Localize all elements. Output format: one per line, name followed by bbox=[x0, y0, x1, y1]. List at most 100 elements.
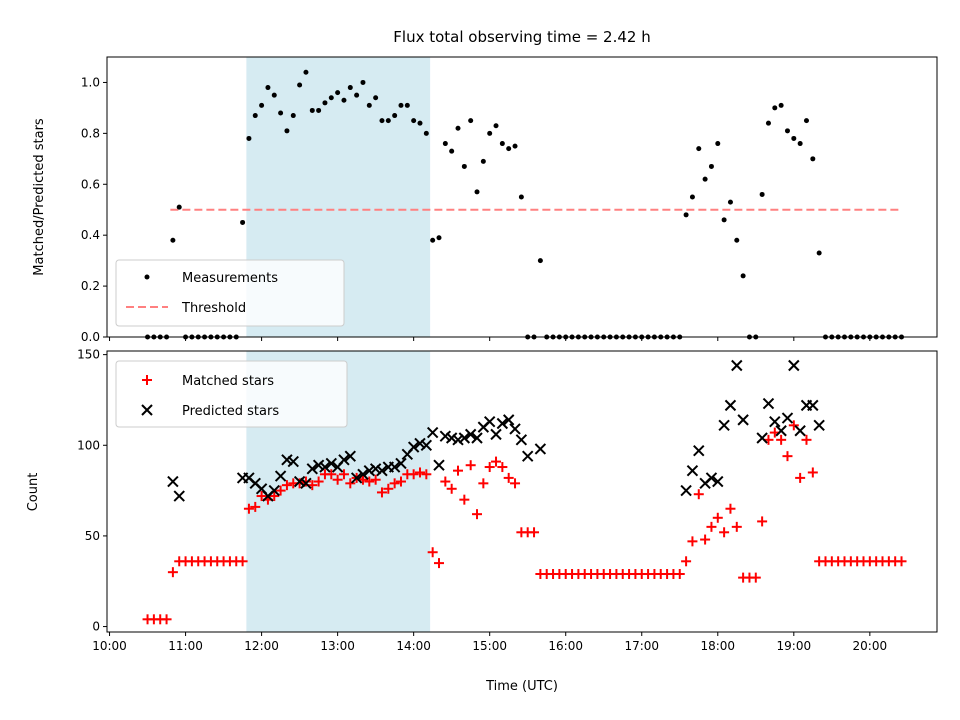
matched-star-point bbox=[782, 451, 793, 462]
matched-star-point bbox=[440, 476, 451, 487]
top-y-axis: 0.0 0.2 0.4 0.6 0.8 1.0 bbox=[81, 75, 107, 344]
measurement-point bbox=[366, 102, 372, 108]
measurement-point bbox=[265, 85, 271, 91]
measurement-point bbox=[759, 191, 765, 197]
predicted-star-point bbox=[167, 475, 179, 488]
measurement-point bbox=[765, 120, 771, 126]
y-tick-label: 150 bbox=[77, 348, 100, 362]
x-tick-label: 11:00 bbox=[168, 639, 203, 653]
predicted-star-point bbox=[712, 475, 724, 488]
x-tick-label: 10:00 bbox=[92, 639, 127, 653]
measurement-point bbox=[411, 118, 417, 124]
predicted-star-point bbox=[731, 359, 743, 372]
measurement-point bbox=[683, 212, 689, 218]
y-tick-label: 0.8 bbox=[81, 126, 100, 140]
matched-star-point bbox=[484, 462, 495, 473]
measurement-point bbox=[436, 235, 442, 241]
measurement-point bbox=[810, 156, 816, 162]
predicted-star-point bbox=[439, 430, 452, 442]
predicted-star-point bbox=[319, 461, 331, 473]
measurement-point bbox=[696, 146, 702, 152]
matched-star-point bbox=[383, 483, 394, 494]
measurement-point bbox=[791, 135, 797, 141]
matched-star-point bbox=[725, 503, 736, 514]
y-tick-label: 0.0 bbox=[81, 330, 100, 344]
matched-star-point bbox=[427, 547, 438, 558]
predicted-star-point bbox=[534, 443, 547, 455]
measurement-point bbox=[398, 102, 404, 108]
y-tick-label: 0.4 bbox=[81, 228, 100, 242]
matched-star-point bbox=[300, 476, 311, 487]
legend-matched-marker bbox=[142, 375, 152, 385]
matched-star-point bbox=[370, 474, 381, 485]
matched-star-point bbox=[395, 476, 406, 487]
measurement-point bbox=[373, 95, 379, 101]
matched-star-point bbox=[250, 501, 261, 512]
measurement-point bbox=[417, 120, 423, 126]
predicted-star-point bbox=[521, 450, 534, 462]
matched-star-point bbox=[281, 480, 292, 491]
top-y-axis-label: Matched/Predicted stars bbox=[32, 118, 47, 276]
measurement-point bbox=[499, 141, 505, 147]
matched-star-point bbox=[408, 469, 419, 480]
matched-star-point bbox=[161, 614, 172, 625]
measurement-point bbox=[480, 158, 486, 164]
predicted-star-point bbox=[807, 399, 819, 412]
top-panel: 0.0 0.2 0.4 0.6 0.8 1.0 Matched/Predicted sta… bbox=[32, 56, 938, 344]
predicted-star-point bbox=[363, 464, 376, 477]
matched-star-point bbox=[712, 512, 723, 523]
predicted-star-point bbox=[686, 464, 699, 477]
predicted-star-point bbox=[515, 434, 528, 446]
predicted-star-point bbox=[173, 490, 185, 502]
matched-star-point bbox=[795, 472, 806, 483]
x-tick-label: 13:00 bbox=[320, 639, 355, 653]
matched-star-point bbox=[491, 456, 502, 467]
legend-predicted-label: Predicted stars bbox=[182, 404, 279, 419]
x-tick-label: 20:00 bbox=[853, 639, 888, 653]
measurement-point bbox=[512, 143, 518, 149]
matched-star-point bbox=[776, 434, 787, 445]
matched-star-point bbox=[421, 469, 432, 480]
predicted-star-point bbox=[496, 417, 509, 430]
x-tick-label: 17:00 bbox=[624, 639, 659, 653]
matched-star-point bbox=[788, 420, 799, 431]
matched-star-point bbox=[446, 483, 457, 494]
x-tick-label: 12:00 bbox=[244, 639, 279, 653]
predicted-star-point bbox=[369, 463, 382, 475]
measurement-point bbox=[316, 107, 322, 113]
predicted-star-point bbox=[274, 470, 287, 482]
legend-predicted-glyph bbox=[141, 404, 153, 416]
matched-star-point bbox=[167, 567, 178, 578]
predicted-star-point bbox=[281, 454, 293, 466]
predicted-star-point bbox=[344, 450, 357, 462]
predicted-star-point bbox=[705, 472, 718, 484]
measurement-point bbox=[721, 217, 727, 223]
x-tick-label: 19:00 bbox=[777, 639, 812, 653]
measurement-point bbox=[252, 113, 258, 119]
predicted-star-point bbox=[306, 463, 318, 475]
chart-title: Flux total observing time = 2.42 h bbox=[393, 28, 650, 46]
matched-star-point bbox=[275, 485, 286, 496]
top-legend-box bbox=[115, 259, 345, 327]
y-tick-label: 50 bbox=[85, 529, 100, 543]
matched-star-point bbox=[731, 521, 742, 532]
measurement-point bbox=[442, 141, 448, 147]
matched-star-point bbox=[465, 460, 476, 471]
matched-star-point bbox=[503, 472, 514, 483]
measurement-point bbox=[715, 141, 721, 147]
predicted-star-point bbox=[420, 439, 433, 451]
matched-star-point bbox=[345, 478, 356, 489]
bottom-plot-frame bbox=[106, 350, 938, 633]
measurement-point bbox=[708, 163, 714, 169]
measurement-point bbox=[284, 128, 290, 134]
top-plot-frame bbox=[106, 56, 938, 338]
predicted-star-point bbox=[693, 445, 705, 457]
bottom-y-axis-label: Count bbox=[26, 473, 41, 512]
matched-star-point bbox=[529, 527, 540, 538]
measurement-point bbox=[309, 107, 315, 113]
measurement-point bbox=[328, 95, 334, 101]
matched-star-point bbox=[243, 503, 254, 514]
predicted-star-point bbox=[452, 434, 464, 446]
measurement-point bbox=[474, 189, 480, 195]
